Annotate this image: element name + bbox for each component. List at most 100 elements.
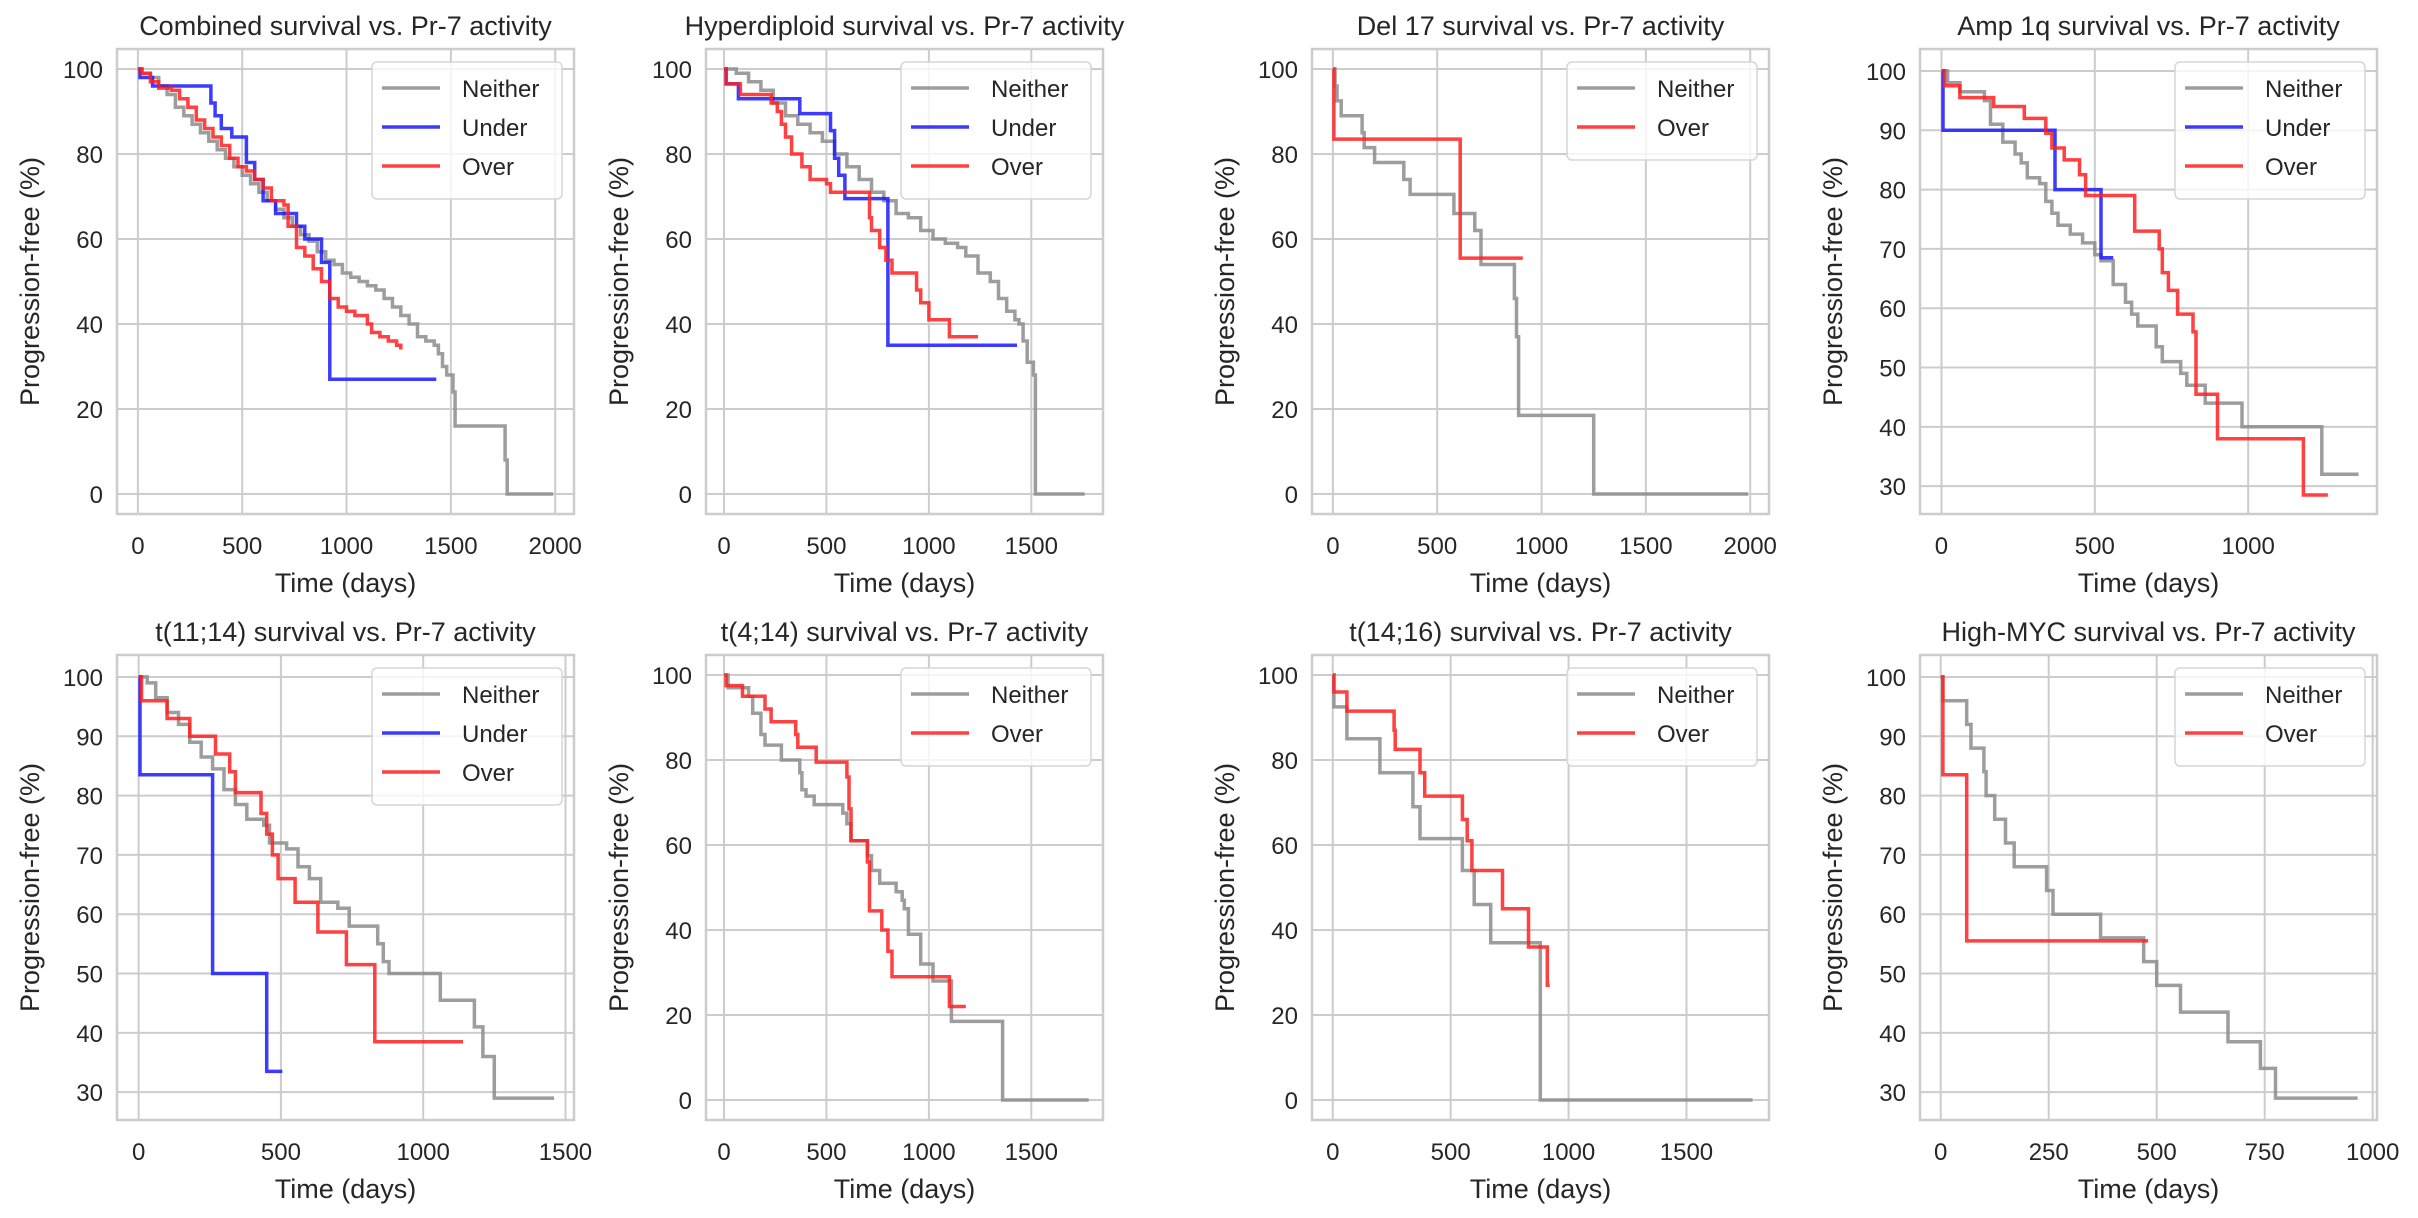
- legend-label-over: Over: [462, 154, 514, 181]
- plot-frame: [704, 47, 1105, 516]
- series-line-over: [1332, 673, 1550, 988]
- y-tick-label: 60: [76, 902, 103, 929]
- plot-frame: [115, 653, 576, 1122]
- x-tick-label: 1000: [1515, 533, 1568, 560]
- legend: Neither Under Over: [371, 61, 563, 200]
- series-line-neither: [1940, 675, 2358, 1100]
- legend-label-neither: Neither: [1657, 682, 1734, 709]
- y-tick-label: 20: [1271, 397, 1298, 424]
- legend-label-over: Over: [462, 760, 514, 787]
- y-tick-label: 80: [1879, 178, 1906, 205]
- legend-label-neither: Neither: [1657, 76, 1734, 103]
- legend-label-under: Under: [991, 115, 1056, 142]
- series-line-neither: [1332, 673, 1753, 1102]
- chart-title: t(14;16) survival vs. Pr-7 activity: [1349, 617, 1732, 647]
- y-tick-label: 40: [76, 312, 103, 339]
- y-tick-label: 20: [665, 1003, 692, 1030]
- series-line-under: [1941, 69, 2114, 260]
- series-line-neither: [137, 67, 554, 496]
- series-line-neither: [1332, 67, 1749, 496]
- x-tick-label: 1000: [396, 1139, 449, 1166]
- legend: Neither Under Over: [2174, 61, 2366, 200]
- legend-label-over: Over: [1657, 721, 1709, 748]
- y-tick-label: 40: [665, 918, 692, 945]
- y-tick-label: 100: [1258, 663, 1298, 690]
- y-tick-label: 50: [1879, 962, 1906, 989]
- y-tick-label: 60: [1879, 296, 1906, 323]
- series-line-under: [138, 675, 283, 1074]
- x-tick-label: 1500: [1005, 533, 1058, 560]
- x-tick-label: 500: [222, 533, 262, 560]
- chart-title: High-MYC survival vs. Pr-7 activity: [1941, 617, 2356, 647]
- y-tick-label: 100: [63, 665, 103, 692]
- x-tick-label: 1000: [320, 533, 373, 560]
- panel-high-myc: 0 250 500 750 1000 30 40 50 60 70 80 90 100 High-MYC …: [1818, 617, 2399, 1204]
- x-tick-label: 500: [1431, 1139, 1471, 1166]
- y-axis-label: Progression-free (%): [1210, 157, 1240, 406]
- y-tick-label: 50: [76, 962, 103, 989]
- x-axis-label: Time (days): [1470, 1174, 1612, 1204]
- y-axis-label: Progression-free (%): [1818, 157, 1848, 406]
- y-tick-label: 60: [76, 227, 103, 254]
- y-tick-label: 80: [1879, 784, 1906, 811]
- legend-label-over: Over: [2265, 721, 2317, 748]
- x-axis-label: Time (days): [834, 1174, 976, 1204]
- x-tick-label: 250: [2029, 1139, 2069, 1166]
- y-tick-label: 100: [1866, 59, 1906, 86]
- series-line-over: [1332, 67, 1523, 260]
- x-tick-label: 1500: [1660, 1139, 1713, 1166]
- x-tick-label: 1500: [1619, 533, 1672, 560]
- legend: Neither Under Over: [371, 667, 563, 806]
- chart-title: t(11;14) survival vs. Pr-7 activity: [155, 617, 536, 647]
- y-tick-label: 80: [665, 142, 692, 169]
- y-tick-label: 0: [679, 482, 692, 509]
- y-tick-label: 80: [1271, 142, 1298, 169]
- y-axis-label: Progression-free (%): [1210, 763, 1240, 1012]
- legend-label-neither: Neither: [2265, 682, 2342, 709]
- x-tick-label: 1500: [539, 1139, 592, 1166]
- legend-label-over: Over: [991, 154, 1043, 181]
- y-tick-label: 90: [1879, 118, 1906, 145]
- chart-title: Del 17 survival vs. Pr-7 activity: [1357, 11, 1725, 41]
- y-tick-label: 80: [665, 748, 692, 775]
- plot-frame: [1310, 47, 1771, 516]
- y-tick-label: 40: [1271, 918, 1298, 945]
- y-tick-label: 100: [1866, 665, 1906, 692]
- chart-title: t(4;14) survival vs. Pr-7 activity: [721, 617, 1089, 647]
- plot-frame: [1918, 653, 2379, 1122]
- legend-label-neither: Neither: [2265, 76, 2342, 103]
- y-tick-label: 40: [1271, 312, 1298, 339]
- x-tick-label: 0: [717, 533, 730, 560]
- y-tick-label: 30: [1879, 1080, 1906, 1107]
- legend-label-neither: Neither: [462, 76, 539, 103]
- x-axis-label: Time (days): [2078, 1174, 2220, 1204]
- series-line-over: [1940, 675, 2149, 943]
- panel-t-14-16: 0 500 1000 1500 0 20 40 60 80 100 t(14;16) surviva…: [1210, 617, 1771, 1204]
- y-tick-label: 100: [63, 57, 103, 84]
- y-tick-label: 60: [1271, 227, 1298, 254]
- y-tick-label: 100: [1258, 57, 1298, 84]
- x-axis-label: Time (days): [275, 1174, 417, 1204]
- x-tick-label: 0: [1934, 1139, 1947, 1166]
- x-tick-label: 1000: [2346, 1139, 2399, 1166]
- panel-amp-1q: 0 500 1000 30 40 50 60 70 80 90 100 Amp 1q survival…: [1818, 11, 2379, 598]
- y-tick-label: 70: [1879, 237, 1906, 264]
- legend: Neither Over: [2174, 667, 2366, 767]
- x-tick-label: 1000: [902, 1139, 955, 1166]
- x-tick-label: 1000: [902, 533, 955, 560]
- series-line-neither: [724, 673, 1089, 1102]
- y-axis-label: Progression-free (%): [1818, 763, 1848, 1012]
- x-tick-label: 2000: [529, 533, 582, 560]
- y-axis-label: Progression-free (%): [15, 157, 45, 406]
- y-tick-label: 80: [1271, 748, 1298, 775]
- x-tick-label: 1500: [1005, 1139, 1058, 1166]
- y-tick-label: 60: [1879, 902, 1906, 929]
- plot-frame: [115, 47, 576, 516]
- panel-hyperdiploid: 0 500 1000 1500 0 20 40 60 80 100 Hyperdiploid sur…: [604, 11, 1125, 598]
- legend-label-under: Under: [462, 115, 527, 142]
- x-axis-label: Time (days): [834, 568, 976, 598]
- y-tick-label: 0: [1285, 482, 1298, 509]
- y-tick-label: 70: [76, 843, 103, 870]
- panel-combined: 0 500 1000 1500 2000 0 20 40 60 80 100 Combined sur…: [15, 11, 582, 598]
